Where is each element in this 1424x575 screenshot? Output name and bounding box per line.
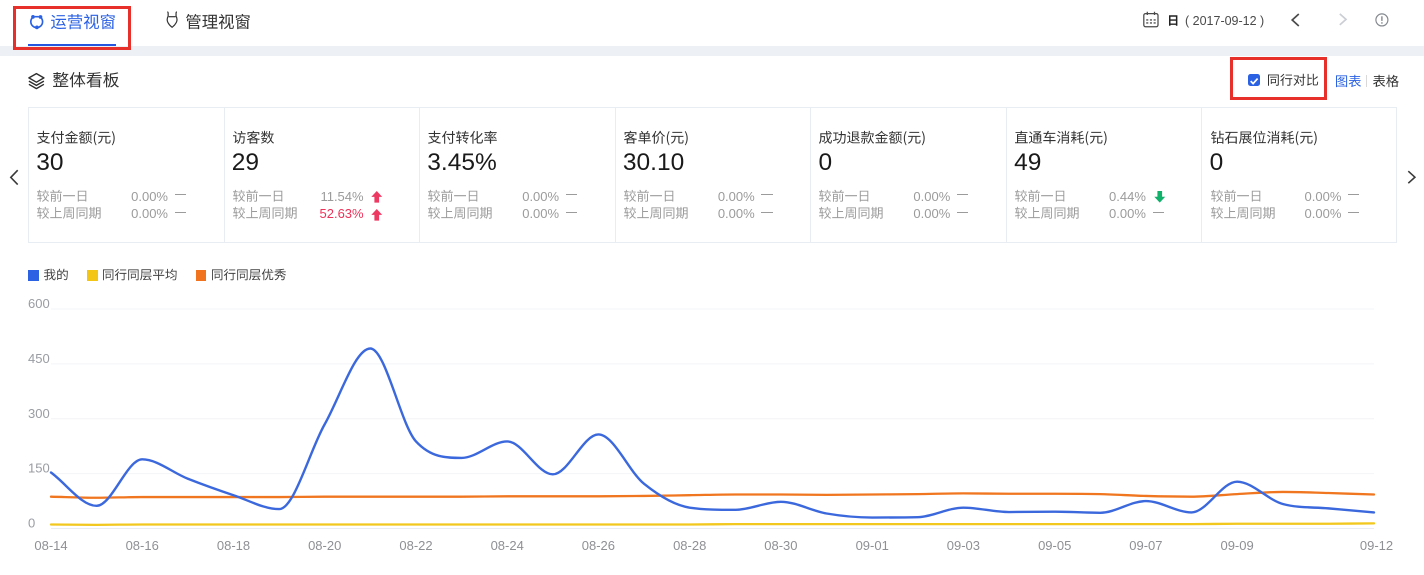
svg-text:09-05: 09-05 [1038,538,1071,553]
svg-text:09-12: 09-12 [1360,538,1393,553]
svg-text:08-18: 08-18 [217,538,250,553]
svg-text:08-30: 08-30 [764,538,797,553]
svg-text:450: 450 [28,351,50,366]
svg-text:09-01: 09-01 [856,538,889,553]
svg-text:09-03: 09-03 [947,538,980,553]
svg-text:08-24: 08-24 [491,538,524,553]
svg-text:09-07: 09-07 [1129,538,1162,553]
svg-text:08-16: 08-16 [126,538,159,553]
svg-text:0: 0 [28,516,35,531]
svg-text:08-14: 08-14 [34,538,67,553]
svg-text:300: 300 [28,406,50,421]
svg-text:600: 600 [28,296,50,311]
svg-text:09-09: 09-09 [1220,538,1253,553]
svg-text:08-20: 08-20 [308,538,341,553]
svg-text:08-26: 08-26 [582,538,615,553]
svg-text:08-22: 08-22 [399,538,432,553]
svg-text:08-28: 08-28 [673,538,706,553]
svg-text:150: 150 [28,461,50,476]
